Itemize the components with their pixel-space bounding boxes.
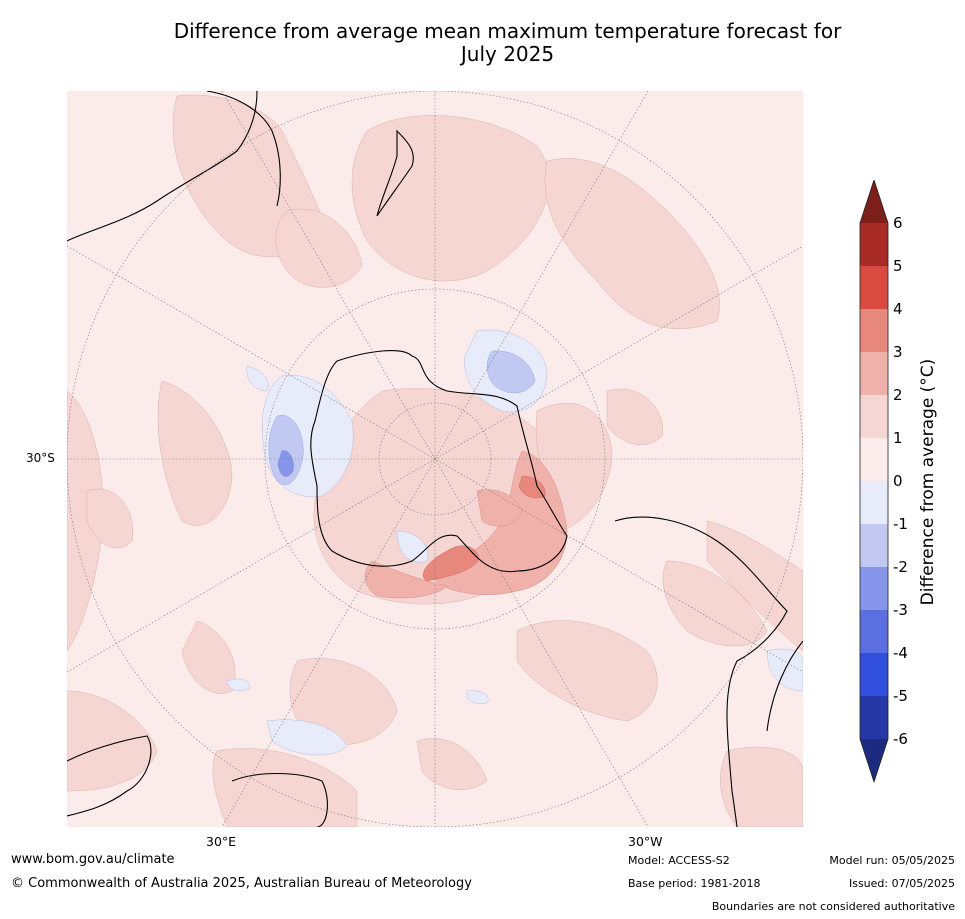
colorbar-tick-label: 1 [893, 429, 903, 447]
anomaly-minus-1-to-2-regions [268, 350, 536, 486]
colorbar-cell [860, 481, 888, 524]
forecast-map [67, 91, 803, 827]
colorbar-cell [860, 266, 888, 309]
anomaly-3-to-4-regions [422, 475, 546, 582]
longitude-label-30e: 30°E [206, 834, 237, 849]
colorbar-tick-label: -2 [893, 558, 908, 576]
colorbar-cell [860, 524, 888, 567]
colorbar-cell [860, 696, 888, 739]
graticule [67, 91, 803, 827]
colorbar-extend-min [860, 739, 888, 782]
colorbar-cell [860, 352, 888, 395]
colorbar-extend-max [860, 180, 888, 223]
coastlines [67, 91, 803, 827]
footer-issued: Issued: 07/05/2025 [848, 877, 955, 890]
longitude-label-30w: 30°W [628, 834, 663, 849]
legend-colorbar [855, 178, 900, 785]
colorbar-tick-label: -1 [893, 515, 908, 533]
footer-website: www.bom.gov.au/climate [11, 852, 175, 867]
colorbar-cell [860, 610, 888, 653]
colorbar-tick-label: -4 [893, 644, 908, 662]
colorbar-cell [860, 395, 888, 438]
colorbar-cell [860, 653, 888, 696]
colorbar-tick-label: 0 [893, 472, 903, 490]
colorbar-tick-label: -5 [893, 687, 908, 705]
colorbar-tick-label: -6 [893, 730, 908, 748]
colorbar-cell [860, 223, 888, 266]
colorbar-cell [860, 309, 888, 352]
colorbar-tick-label: 2 [893, 386, 903, 404]
colorbar-tick-label: -3 [893, 601, 908, 619]
footer-base-period: Base period: 1981-2018 [628, 877, 761, 890]
colorbar-cell [860, 438, 888, 481]
footer-model: Model: ACCESS-S2 [628, 854, 730, 867]
colorbar-tick-label: 3 [893, 343, 903, 361]
colorbar-cell [860, 567, 888, 610]
colorbar-svg [859, 178, 889, 784]
footer-disclaimer: Boundaries are not considered authoritat… [711, 900, 955, 913]
colorbar-tick-label: 4 [893, 300, 903, 318]
colorbar-tick-label: 5 [893, 257, 903, 275]
footer-copyright: © Commonwealth of Australia 2025, Austra… [11, 876, 472, 891]
title-line-2: July 2025 [460, 42, 555, 66]
title-line-1: Difference from average mean maximum tem… [173, 19, 842, 43]
footer-model-run: Model run: 05/05/2025 [829, 854, 955, 867]
colorbar-tick-label: 6 [893, 214, 903, 232]
map-title: Difference from average mean maximum tem… [60, 20, 955, 66]
map-svg [67, 91, 803, 827]
latitude-label-30s: 30°S [26, 451, 55, 465]
legend-title: Difference from average (°C) [918, 358, 938, 606]
anomaly-minus-2-to-3-regions [277, 450, 294, 477]
